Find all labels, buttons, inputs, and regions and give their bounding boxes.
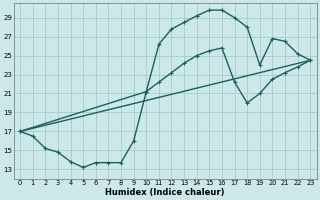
X-axis label: Humidex (Indice chaleur): Humidex (Indice chaleur) [106, 188, 225, 197]
